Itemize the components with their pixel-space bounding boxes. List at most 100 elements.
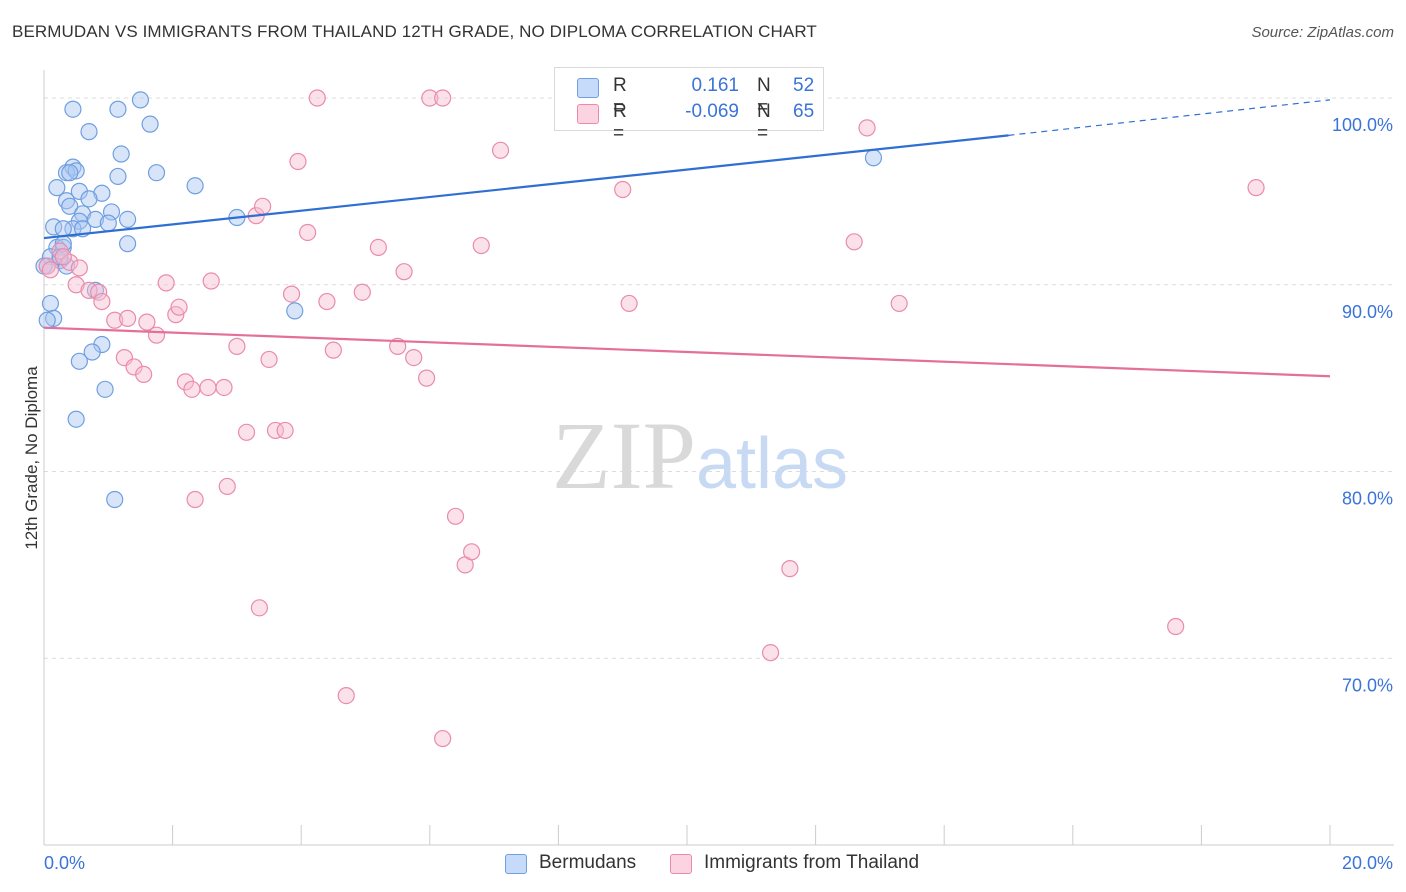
point-bermudans: [45, 309, 63, 327]
point-thailand: [761, 644, 780, 662]
axes: [43, 70, 1394, 846]
point-bermudans: [109, 100, 127, 118]
point-bermudans: [80, 190, 98, 208]
point-thailand: [135, 365, 153, 383]
point-bermudans: [67, 410, 85, 428]
y-tick-label: 90.0%: [1342, 302, 1393, 322]
x-tick-label-min: 0.0%: [44, 853, 85, 873]
point-thailand: [1167, 617, 1185, 636]
point-thailand: [228, 337, 246, 355]
legend-n-label: N =: [757, 101, 771, 144]
point-bermudans: [96, 380, 114, 398]
point-bermudans: [48, 179, 66, 197]
point-thailand: [41, 261, 60, 279]
points-layer: [35, 89, 1265, 748]
point-thailand: [395, 263, 413, 281]
watermark-atlas: atlas: [696, 424, 848, 504]
x-tick-label-max: 20.0%: [1342, 853, 1393, 873]
point-bermudans: [864, 149, 883, 167]
point-thailand: [254, 197, 272, 215]
point-thailand: [218, 477, 236, 496]
point-thailand: [417, 369, 436, 387]
point-bermudans: [83, 343, 101, 361]
legend-n-value: 65: [793, 101, 815, 122]
point-thailand: [845, 233, 863, 251]
point-thailand: [250, 599, 269, 617]
point-thailand: [337, 687, 355, 705]
point-bermudans: [61, 197, 79, 215]
bottom-legend-swatch-blue: [505, 854, 527, 874]
point-thailand: [1247, 179, 1265, 197]
point-thailand: [170, 298, 188, 316]
point-bermudans: [118, 235, 137, 253]
legend-r-value: -0.069: [685, 101, 739, 122]
point-thailand: [369, 238, 387, 257]
watermark: ZIPatlas: [552, 402, 848, 509]
watermark-zip: ZIP: [552, 402, 696, 509]
point-bermudans: [109, 167, 127, 186]
stats-legend: R = 0.161 N = 52 R = -0.069 N = 65: [554, 67, 824, 144]
y-tick-label: 80.0%: [1342, 489, 1393, 509]
legend-r-label: R =: [613, 101, 627, 144]
point-bermudans: [41, 248, 60, 266]
point-thailand: [405, 348, 423, 367]
point-thailand: [318, 292, 336, 311]
point-bermudans: [64, 220, 82, 238]
point-thailand: [434, 729, 452, 748]
legend-swatch-pink: [577, 104, 599, 124]
point-thailand: [299, 223, 317, 242]
point-thailand: [434, 89, 452, 107]
point-bermudans: [131, 91, 150, 109]
point-thailand: [237, 423, 256, 441]
point-bermudans: [41, 294, 60, 313]
point-bermudans: [38, 311, 56, 329]
trend-line-thailand: [43, 326, 1331, 378]
point-bermudans: [112, 145, 130, 163]
point-thailand: [157, 274, 175, 292]
point-bermudans: [64, 100, 82, 118]
bottom-legend-label: Immigrants from Thailand: [704, 852, 920, 873]
point-thailand: [389, 337, 407, 355]
point-bermudans: [99, 214, 117, 232]
point-thailand: [308, 89, 326, 107]
point-bermudans: [70, 352, 88, 370]
y-axis-label: 12th Grade, No Diploma: [22, 366, 41, 550]
point-bermudans: [118, 210, 137, 228]
point-thailand: [858, 119, 876, 137]
legend-r-value: 0.161: [691, 75, 739, 96]
point-bermudans: [61, 164, 79, 182]
bottom-legend-label: Bermudans: [539, 852, 637, 873]
point-thailand: [183, 380, 201, 398]
legend-swatch-blue: [577, 78, 599, 98]
point-thailand: [276, 421, 294, 440]
point-thailand: [324, 341, 342, 359]
point-thailand: [147, 326, 166, 344]
point-bermudans: [141, 115, 159, 133]
trend-lines: [43, 99, 1331, 378]
chart-title: BERMUDAN VS IMMIGRANTS FROM THAILAND 12T…: [12, 22, 817, 41]
point-thailand: [890, 294, 908, 313]
trend-line-bermudans: [43, 134, 1009, 240]
point-bermudans: [102, 203, 121, 221]
point-bermudans: [147, 164, 166, 182]
point-thailand: [215, 378, 233, 397]
tick-labels: 70.0% 80.0% 90.0% 100.0% 0.0% 20.0%: [44, 115, 1393, 873]
legend-n-value: 52: [793, 75, 815, 96]
point-bermudans: [286, 302, 304, 320]
point-thailand: [491, 141, 510, 159]
bottom-legend-swatch-pink: [670, 854, 692, 874]
point-thailand: [93, 292, 111, 311]
point-thailand: [266, 421, 285, 440]
point-bermudans: [106, 490, 124, 509]
gridlines: [44, 97, 1394, 659]
point-bermudans: [80, 123, 98, 141]
point-thailand: [202, 272, 220, 290]
point-thailand: [446, 507, 465, 525]
y-tick-label: 100.0%: [1332, 115, 1393, 135]
point-thailand: [620, 294, 638, 313]
point-thailand: [260, 350, 278, 369]
point-thailand: [118, 309, 137, 327]
point-thailand: [472, 236, 490, 255]
point-thailand: [781, 560, 799, 578]
